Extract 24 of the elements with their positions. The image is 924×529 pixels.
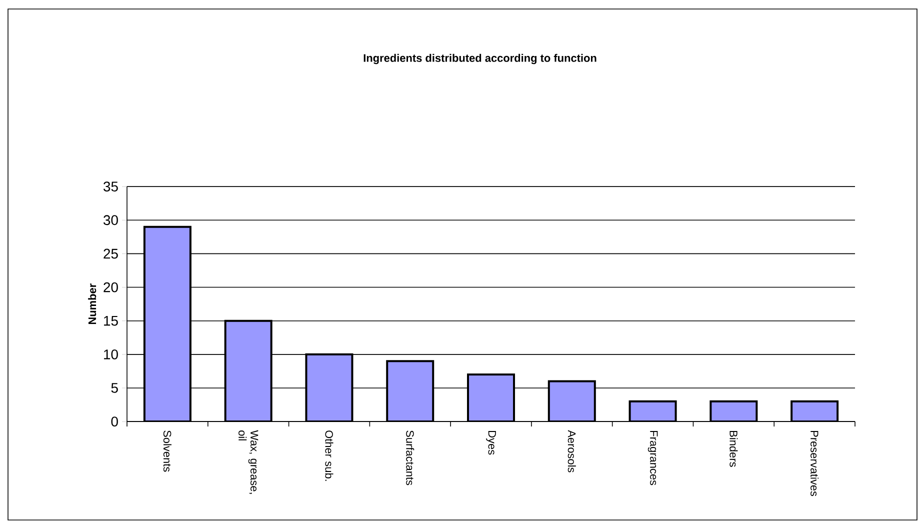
x-tick-label: Preservatives — [810, 430, 819, 496]
x-tick-label: Aerosols — [568, 430, 576, 472]
y-tick-label: 10 — [104, 349, 118, 360]
y-axis-title: Number — [88, 284, 96, 324]
y-tick-label: 25 — [104, 248, 118, 259]
bar — [143, 226, 192, 422]
bar — [548, 380, 596, 422]
y-tick-label: 30 — [104, 215, 118, 226]
y-tick-label: 5 — [111, 383, 118, 393]
bar — [224, 320, 272, 422]
x-tick-label: Fragrances — [648, 430, 658, 486]
y-tick-label: 0 — [111, 416, 118, 426]
bar — [386, 360, 434, 422]
bar — [305, 353, 354, 422]
x-tick-label: Binders — [730, 430, 738, 467]
y-tick-label: 35 — [104, 182, 118, 192]
x-tick-label: Dyes — [486, 430, 496, 455]
x-tick-label: Other sub. — [325, 430, 334, 481]
chart-title: Ingredients distributed according to function — [364, 54, 596, 64]
y-tick-label: 20 — [104, 282, 118, 292]
x-tick-label: Solvents — [163, 430, 172, 472]
x-tick-label: Wax, grease, oil — [238, 430, 258, 494]
x-tick-label: Surfactants — [406, 430, 414, 486]
y-tick-label: 15 — [104, 316, 118, 326]
